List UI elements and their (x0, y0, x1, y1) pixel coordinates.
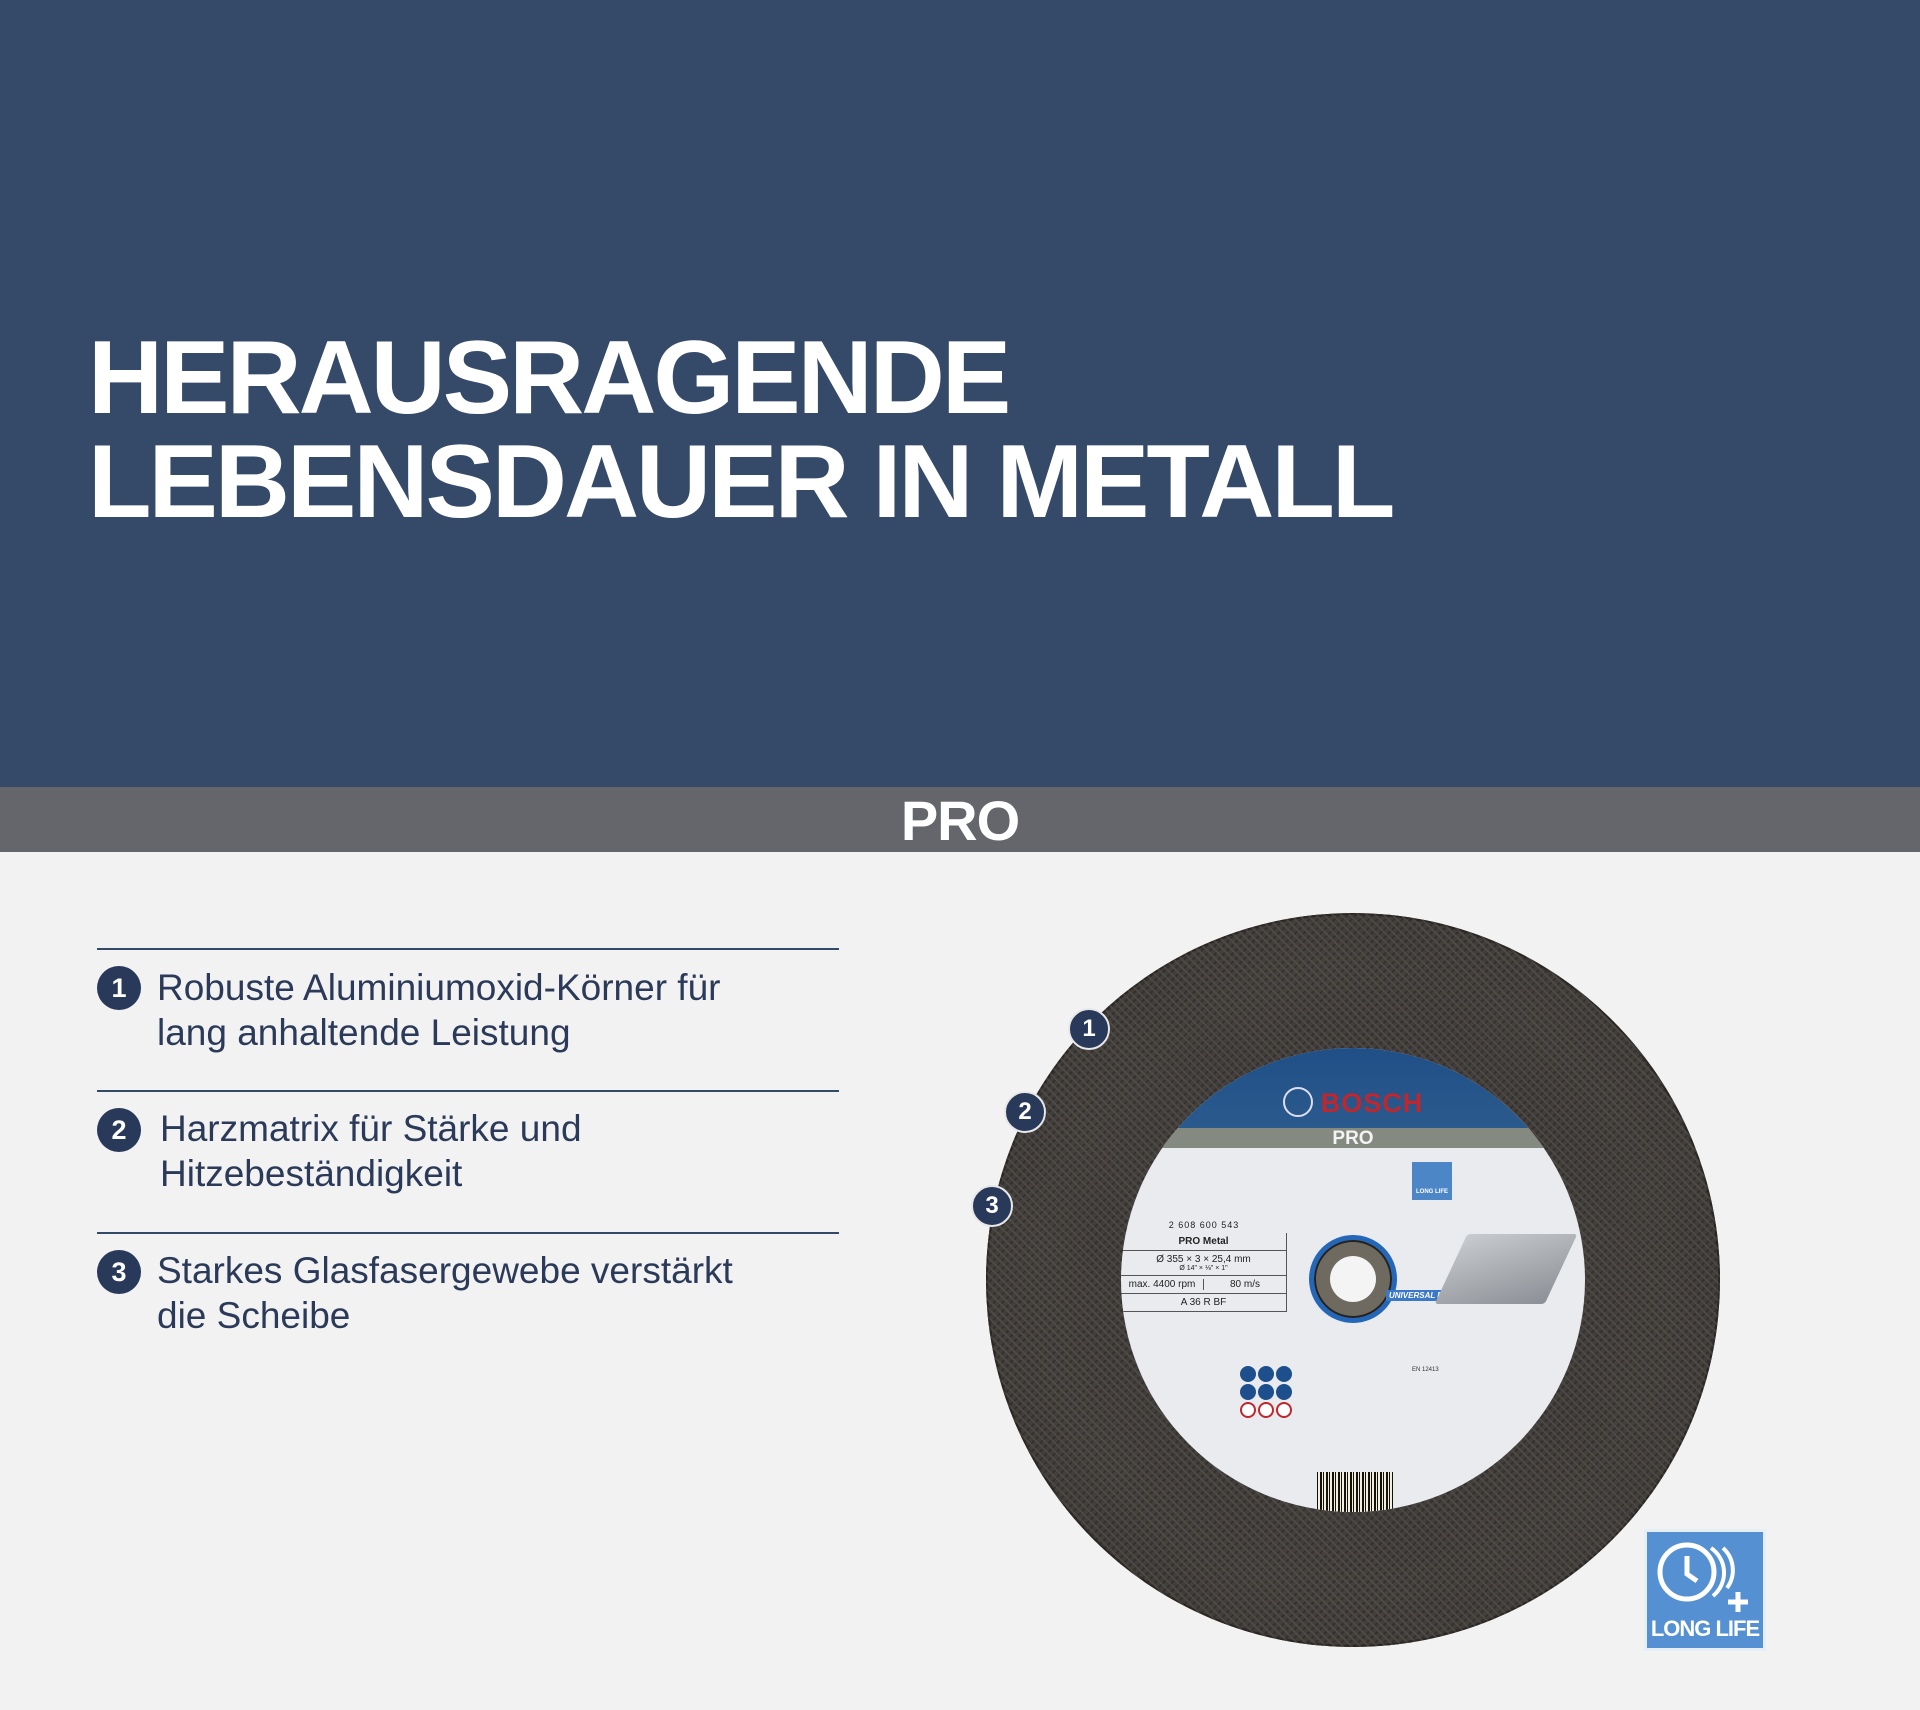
bosch-logo: BOSCH (1121, 1086, 1585, 1120)
feature-text: Robuste Aluminiumoxid-Körner für lang anh… (157, 967, 721, 1053)
disc-marker-2: 2 (1004, 1091, 1046, 1133)
divider (97, 1090, 839, 1092)
pro-band: PRO (0, 787, 1920, 852)
long-life-label: LONG LIFE (1650, 1616, 1760, 1641)
feature-text: Harzmatrix für Stärke und Hitzebeständigk… (160, 1108, 582, 1194)
feature-text: Starkes Glasfasergewebe verstärkt die Sch… (157, 1250, 733, 1336)
divider (97, 948, 839, 950)
long-life-small-icon: LONG LIFE (1412, 1162, 1452, 1200)
disc-label: BOSCH PRO LONG LIFE 2 608 600 543 PRO Me… (1121, 1048, 1585, 1512)
number-badge: 3 (97, 1250, 141, 1294)
spec-code: A 36 R BF (1121, 1294, 1287, 1312)
hero-banner: HERAUSRAGENDE LEBENSDAUER IN METALL (0, 0, 1920, 787)
certification-text: EN 12413 (1412, 1367, 1439, 1373)
product-name: PRO Metal (1121, 1233, 1287, 1251)
spec-table: 2 608 600 543 PRO Metal Ø 355 × 3 × 25,4… (1121, 1220, 1287, 1312)
disc-marker-3: 3 (971, 1185, 1013, 1227)
page-title: HERAUSRAGENDE LEBENSDAUER IN METALL (88, 320, 1395, 540)
speed-row: max. 4400 rpm 80 m/s (1121, 1276, 1287, 1294)
part-number: 2 608 600 543 (1168, 1220, 1240, 1230)
title-line-1: HERAUSRAGENDE (88, 320, 1011, 436)
number-badge: 1 (97, 966, 141, 1010)
title-line-2: LEBENSDAUER IN METALL (88, 424, 1395, 540)
label-header: BOSCH (1121, 1048, 1585, 1128)
label-pro: PRO (1121, 1128, 1585, 1149)
disc-hub (1309, 1235, 1397, 1323)
universal-fit-badge: UNIVERSAL BRAND FIT (1386, 1290, 1484, 1301)
number-badge: 2 (97, 1108, 141, 1152)
clock-plus-icon (1657, 1542, 1748, 1612)
safety-icons (1240, 1366, 1294, 1418)
steel-profile-image (1434, 1234, 1578, 1304)
barcode (1317, 1472, 1393, 1512)
disc-marker-1: 1 (1068, 1008, 1110, 1050)
long-life-badge: LONG LIFE (1644, 1529, 1766, 1651)
size-row: Ø 355 × 3 × 25,4 mm Ø 14" × ⅛" × 1" (1121, 1251, 1287, 1276)
divider (97, 1232, 839, 1234)
bosch-armature-icon (1282, 1086, 1313, 1117)
